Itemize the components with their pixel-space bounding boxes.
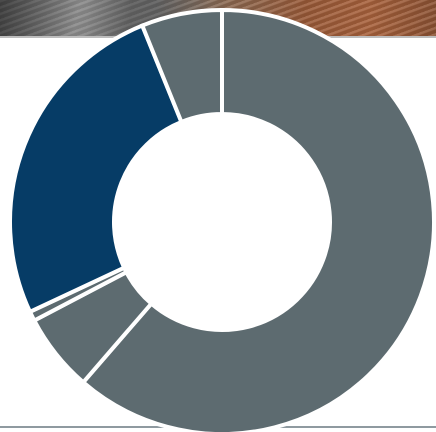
donut-slices: [8, 7, 436, 432]
donut-slice-4: [8, 22, 184, 315]
donut-slice-1: [80, 7, 436, 432]
donut-slice-5: [139, 7, 224, 125]
